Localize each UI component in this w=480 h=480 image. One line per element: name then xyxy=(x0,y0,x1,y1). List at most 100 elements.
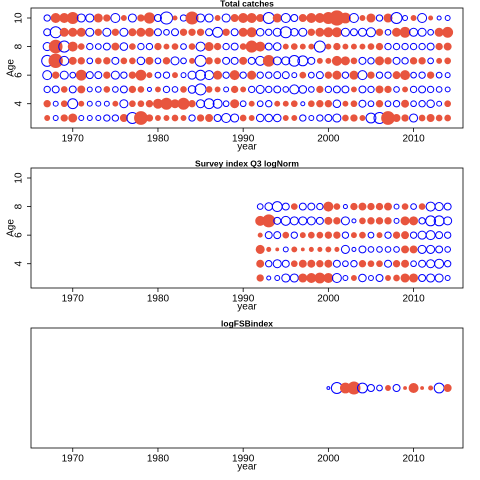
bubble-positive xyxy=(204,42,214,52)
bubble-positive xyxy=(350,202,358,211)
bubble-positive xyxy=(392,260,401,268)
bubble-positive xyxy=(255,41,266,52)
bubble-negative xyxy=(332,99,342,108)
bubble-positive xyxy=(316,231,324,239)
bubble-negative xyxy=(271,201,283,213)
bubble-negative xyxy=(444,15,451,21)
bubble-negative xyxy=(331,273,342,283)
bubble-negative xyxy=(313,40,326,53)
bubble-negative xyxy=(86,115,93,121)
bubble-positive xyxy=(358,260,367,268)
x-tick-label: 2000 xyxy=(317,294,340,305)
bubble-negative xyxy=(281,259,290,268)
bubble-positive xyxy=(375,100,384,108)
plot-frame xyxy=(30,327,464,449)
bubble-positive xyxy=(171,114,179,122)
bubble-negative xyxy=(426,244,436,254)
x-tick-label: 2000 xyxy=(317,134,340,145)
bubble-positive xyxy=(325,43,332,50)
bubble-positive xyxy=(205,114,214,122)
bubble-positive xyxy=(367,202,375,211)
bubble-positive xyxy=(325,57,332,64)
bubble-positive xyxy=(266,246,272,252)
bubble-negative xyxy=(392,100,401,108)
bubble-negative xyxy=(341,231,350,239)
bubble-positive xyxy=(350,100,358,108)
bubble-positive xyxy=(316,100,324,108)
bubble-negative xyxy=(367,231,375,239)
bubble-negative xyxy=(290,28,299,37)
bubble-negative xyxy=(434,273,444,283)
bubble-positive xyxy=(347,381,361,395)
bubble-negative xyxy=(110,13,121,23)
bubble-positive xyxy=(367,260,375,268)
bubble-positive xyxy=(350,275,357,281)
bubble-negative xyxy=(384,28,392,36)
bubble-negative xyxy=(43,85,51,94)
bubble-negative xyxy=(410,260,417,268)
bubble-positive xyxy=(154,86,161,93)
bubble-positive xyxy=(393,274,400,282)
bubble-positive xyxy=(246,13,257,23)
bubble-positive xyxy=(136,27,146,37)
bubble-negative xyxy=(402,15,409,21)
bubble-negative xyxy=(409,231,418,239)
bubble-positive xyxy=(443,384,452,392)
bubble-positive xyxy=(409,57,418,65)
bubble-negative xyxy=(52,115,59,121)
bubble-negative xyxy=(102,42,111,51)
bubble-negative xyxy=(153,28,162,37)
bubble-positive xyxy=(333,203,341,210)
bubble-negative xyxy=(290,14,299,22)
bubble-positive xyxy=(188,100,196,108)
bubble-positive xyxy=(375,217,384,225)
bubble-positive xyxy=(332,70,342,80)
bubble-negative xyxy=(272,113,282,123)
bubble-positive xyxy=(239,56,248,65)
bubble-positive xyxy=(282,115,289,121)
bubble-positive xyxy=(442,26,454,38)
bubble-negative xyxy=(203,98,215,110)
bubble-positive xyxy=(359,217,366,225)
bubble-negative xyxy=(111,56,120,65)
bubble-positive xyxy=(128,28,137,37)
bubble-negative xyxy=(332,85,341,94)
bubble-positive xyxy=(350,86,357,93)
bubble-negative xyxy=(86,57,94,65)
x-tick-label: 1980 xyxy=(147,134,170,145)
bubble-negative xyxy=(281,71,290,80)
bubble-negative xyxy=(298,85,308,94)
bubble-negative xyxy=(102,27,112,37)
bubble-positive xyxy=(119,114,128,122)
bubble-positive xyxy=(188,28,196,36)
bubble-negative xyxy=(392,42,401,51)
bubble-negative xyxy=(392,56,401,65)
bubble-positive xyxy=(376,260,383,268)
bubble-positive xyxy=(299,232,306,239)
panel-title: logFSBindex xyxy=(221,318,273,328)
x-tick-label: 1980 xyxy=(147,294,170,305)
bubble-positive xyxy=(359,15,366,21)
bubble-negative xyxy=(375,274,384,282)
bubble-positive xyxy=(434,27,444,37)
bubble-positive xyxy=(359,43,366,50)
bubble-positive xyxy=(275,247,280,252)
bubble-positive xyxy=(444,100,452,108)
bubble-negative xyxy=(282,246,289,253)
bubble-negative xyxy=(290,231,298,239)
bubble-negative xyxy=(94,71,103,80)
bubble-positive xyxy=(444,57,452,65)
x-tick-label: 1990 xyxy=(232,454,255,465)
bubble-positive xyxy=(256,259,265,268)
bubble-negative xyxy=(266,275,272,281)
bubble-positive xyxy=(401,203,409,210)
bubble-negative xyxy=(299,114,307,122)
bubble-positive xyxy=(214,86,221,93)
bubble-negative xyxy=(273,71,282,80)
bubble-negative xyxy=(307,56,316,65)
bubble-negative xyxy=(162,85,171,94)
bubble-positive xyxy=(129,57,136,65)
bubble-negative xyxy=(222,56,231,65)
bubble-positive xyxy=(428,385,434,391)
bubble-positive xyxy=(255,244,265,254)
